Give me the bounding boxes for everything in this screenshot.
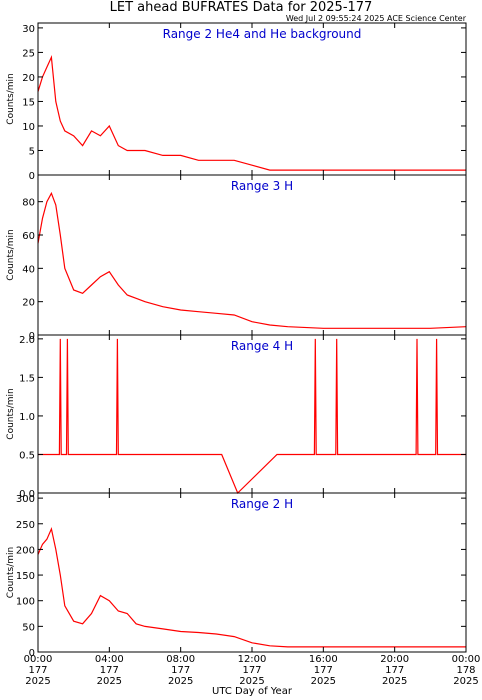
panel-title: Range 3 H (231, 179, 293, 193)
panel-title: Range 4 H (231, 339, 293, 353)
y-tick-label: 20 (22, 73, 35, 84)
x-tick-label-time: 00:00 (452, 654, 481, 665)
x-tick-label-doy: 177 (28, 665, 47, 676)
x-tick-label-doy: 177 (171, 665, 190, 676)
x-tick-label-doy: 177 (100, 665, 119, 676)
chart-title: LET ahead BUFRATES Data for 2025-177 (110, 0, 373, 15)
series-line (38, 338, 466, 495)
y-tick-label: 60 (22, 231, 35, 242)
series-line (37, 526, 466, 648)
series-line (37, 191, 467, 329)
y-tick-label: 15 (22, 97, 35, 108)
panel-3: 0.0 0.5 1.0 1.5 2.0 Range 4 H Counts/min (6, 334, 467, 500)
x-tick-label-year: 2025 (311, 676, 336, 687)
y-tick-label: 200 (16, 545, 35, 556)
y-tick-label: 0 (29, 648, 35, 659)
x-tick-label-year: 2025 (97, 676, 122, 687)
y-axis-label: Counts/min (6, 547, 16, 598)
panel-frame (37, 22, 467, 176)
x-tick-label-time: 16:00 (309, 654, 338, 665)
x-tick-label-doy: 178 (456, 665, 475, 676)
y-tick-label: 0.5 (19, 450, 35, 461)
x-tick-label-time: 08:00 (166, 654, 195, 665)
panel-frame (37, 174, 467, 336)
x-axis: 00:00177202504:00177202508:00177202512:0… (24, 654, 481, 687)
series-line (37, 55, 466, 171)
y-tick-label: 250 (16, 520, 35, 531)
x-tick-label-doy: 177 (314, 665, 333, 676)
y-tick-label: 20 (22, 298, 35, 309)
y-tick-label: 5 (29, 146, 35, 157)
x-axis-label: UTC Day of Year (212, 686, 293, 697)
x-tick-label-doy: 177 (242, 665, 261, 676)
x-tick-label-year: 2025 (382, 676, 407, 687)
panel-title: Range 2 He4 and He background (163, 27, 362, 41)
y-tick-label: 1.0 (19, 412, 35, 423)
panel-frame (37, 492, 467, 653)
y-tick-label: 1.5 (19, 373, 35, 384)
x-tick-label-time: 12:00 (238, 654, 267, 665)
y-tick-label: 0 (29, 331, 35, 342)
x-tick-label-year: 2025 (168, 676, 193, 687)
y-tick-label: 0 (29, 171, 35, 182)
x-tick-label-year: 2025 (453, 676, 478, 687)
y-tick-label: 150 (16, 571, 35, 582)
y-axis-label: Counts/min (6, 229, 16, 280)
y-tick-label: 10 (22, 122, 35, 133)
y-tick-label: 100 (16, 597, 35, 608)
y-tick-label: 40 (22, 264, 35, 275)
y-tick-label: 50 (22, 622, 35, 633)
panel-1: 0 5 10 15 20 25 30 Range 2 He4 and He backgroun… (6, 22, 467, 182)
x-tick-label-time: 04:00 (95, 654, 124, 665)
x-tick-label-doy: 177 (385, 665, 404, 676)
y-tick-label: 80 (22, 198, 35, 209)
x-tick-label-time: 20:00 (380, 654, 409, 665)
chart-timestamp: Wed Jul 2 09:55:24 2025 ACE Science Cent… (286, 14, 467, 23)
y-axis-label: Counts/min (6, 73, 16, 124)
y-tick-label: 30 (22, 24, 35, 35)
panel-frame (37, 334, 467, 494)
x-tick-label-year: 2025 (25, 676, 50, 687)
x-tick-label-time: 00:00 (24, 654, 53, 665)
y-tick-label: 2.0 (19, 335, 35, 346)
panel-title: Range 2 H (231, 497, 293, 511)
y-tick-label: 0.0 (19, 489, 35, 500)
panel-2: 0 20 40 60 80 Range 3 H Counts/min (6, 174, 467, 342)
y-tick-label: 300 (16, 494, 35, 505)
y-tick-label: 25 (22, 48, 35, 59)
panels: 0 5 10 15 20 25 30 Range 2 He4 and He backgroun… (6, 22, 467, 659)
y-axis-label: Counts/min (6, 388, 16, 439)
panel-4: 0 50 100 150 200 250 300 Range 2 H Counts/min (6, 492, 467, 659)
x-tick-label-year: 2025 (239, 676, 264, 687)
